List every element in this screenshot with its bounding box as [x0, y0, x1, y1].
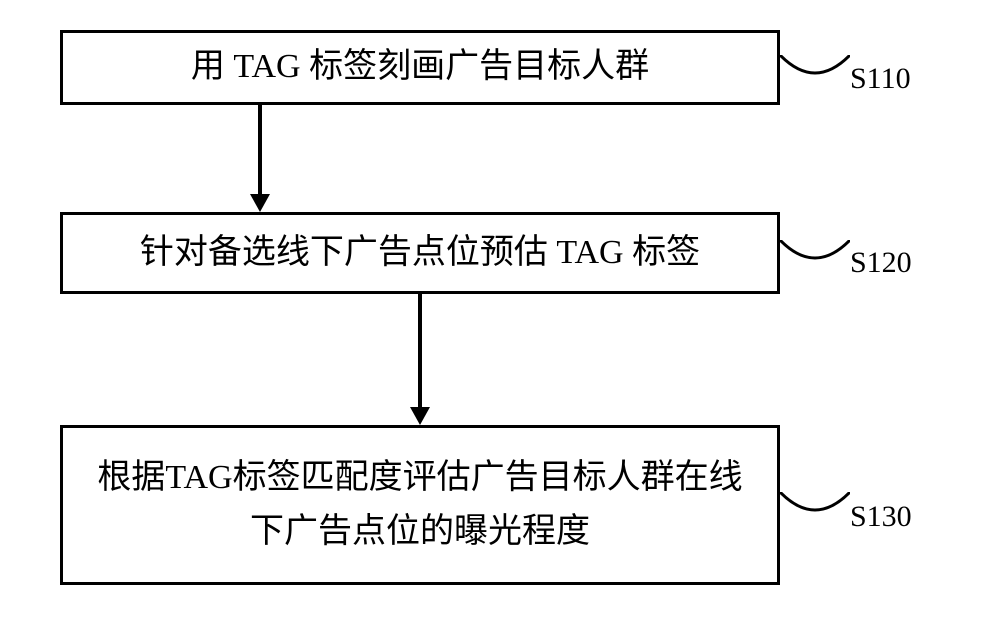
- flow-node-2-connector: [780, 240, 850, 270]
- flow-arrow-1-head: [250, 194, 270, 212]
- flow-node-2: 针对备选线下广告点位预估 TAG 标签: [60, 212, 780, 294]
- flow-node-2-label: S120: [850, 246, 912, 280]
- flow-node-1: 用 TAG 标签刻画广告目标人群: [60, 30, 780, 105]
- flow-arrow-2-line: [418, 294, 422, 407]
- flow-node-3-text: 根据TAG标签匹配度评估广告目标人群在线下广告点位的曝光程度: [81, 451, 759, 560]
- flow-node-3-label: S130: [850, 500, 912, 534]
- flow-node-3-connector: [780, 492, 850, 522]
- flow-node-3: 根据TAG标签匹配度评估广告目标人群在线下广告点位的曝光程度: [60, 425, 780, 585]
- flow-node-1-label: S110: [850, 62, 911, 96]
- flow-node-1-connector: [780, 55, 850, 85]
- flow-node-1-text: 用 TAG 标签刻画广告目标人群: [191, 40, 649, 94]
- flow-arrow-2-head: [410, 407, 430, 425]
- flow-node-2-text: 针对备选线下广告点位预估 TAG 标签: [140, 226, 700, 280]
- flow-arrow-1-line: [258, 105, 262, 194]
